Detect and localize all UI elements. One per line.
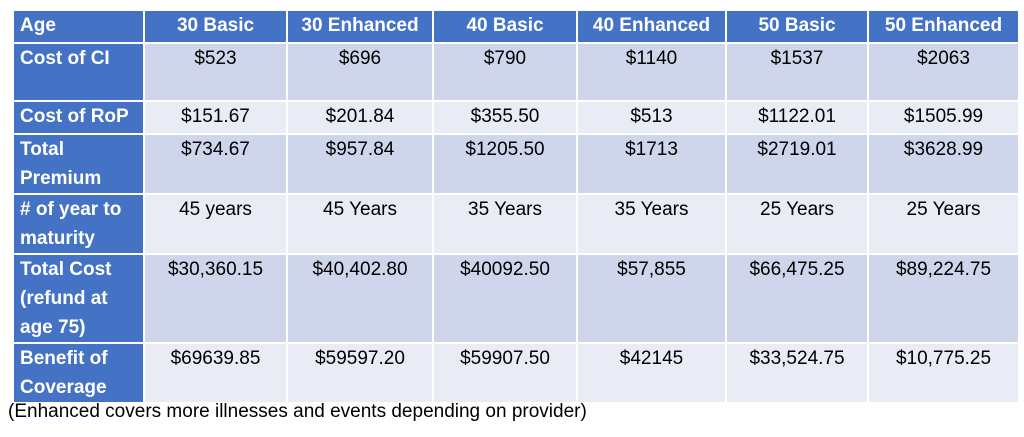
table-cell: $42145 [577,343,727,404]
table-cell: $59597.20 [287,343,434,404]
row-label-cost-of-ci: Cost of CI [14,43,145,102]
table-cell: $3628.99 [868,134,1018,195]
table-row: # of year to maturity 45 years 45 Years … [14,194,1018,255]
table-row: Benefit of Coverage $69639.85 $59597.20 … [14,343,1018,404]
row-label-total-premium: Total Premium [14,134,145,195]
header-30-enhanced: 30 Enhanced [287,11,434,44]
table-cell: 35 Years [433,194,578,255]
table-cell: $1713 [577,134,727,195]
header-40-basic: 40 Basic [433,11,578,44]
table-cell: $30,360.15 [144,254,288,344]
table-cell: $59907.50 [433,343,578,404]
table-cell: $696 [287,43,434,102]
row-label-cost-of-rop: Cost of RoP [14,101,145,135]
table-cell: 45 Years [287,194,434,255]
table-row: Cost of RoP $151.67 $201.84 $355.50 $513… [14,101,1018,135]
header-50-enhanced: 50 Enhanced [868,11,1018,44]
table-cell: $33,524.75 [726,343,869,404]
comparison-table-container: Age 30 Basic 30 Enhanced 40 Basic 40 Enh… [14,11,1018,404]
table-cell: $2719.01 [726,134,869,195]
table-cell: $40,402.80 [287,254,434,344]
table-row: Total Premium $734.67 $957.84 $1205.50 $… [14,134,1018,195]
header-50-basic: 50 Basic [726,11,869,44]
table-cell: $513 [577,101,727,135]
table-cell: $523 [144,43,288,102]
table-cell: 25 Years [868,194,1018,255]
table-cell: $1505.99 [868,101,1018,135]
table-row: Cost of CI $523 $696 $790 $1140 $1537 $2… [14,43,1018,102]
table-cell: $355.50 [433,101,578,135]
table-cell: $201.84 [287,101,434,135]
table-cell: 25 Years [726,194,869,255]
table-cell: $1205.50 [433,134,578,195]
table-cell: $57,855 [577,254,727,344]
table-cell: $66,475.25 [726,254,869,344]
table-cell: $2063 [868,43,1018,102]
table-cell: $40092.50 [433,254,578,344]
table-cell: 35 Years [577,194,727,255]
header-30-basic: 30 Basic [144,11,288,44]
table-cell: $790 [433,43,578,102]
header-age: Age [14,11,145,44]
insurance-comparison-table: Age 30 Basic 30 Enhanced 40 Basic 40 Enh… [14,11,1018,404]
header-row: Age 30 Basic 30 Enhanced 40 Basic 40 Enh… [14,11,1018,44]
table-cell: $1537 [726,43,869,102]
table-cell: $957.84 [287,134,434,195]
row-label-total-cost: Total Cost (refund at age 75) [14,254,145,344]
table-cell: $734.67 [144,134,288,195]
table-cell: $10,775.25 [868,343,1018,404]
table-cell: $69639.85 [144,343,288,404]
footnote: (Enhanced covers more illnesses and even… [8,401,587,422]
row-label-years-to-maturity: # of year to maturity [14,194,145,255]
table-cell: $1122.01 [726,101,869,135]
table-cell: $89,224.75 [868,254,1018,344]
table-cell: $1140 [577,43,727,102]
table-cell: $151.67 [144,101,288,135]
header-40-enhanced: 40 Enhanced [577,11,727,44]
row-label-benefit-of-coverage: Benefit of Coverage [14,343,145,404]
table-row: Total Cost (refund at age 75) $30,360.15… [14,254,1018,344]
table-cell: 45 years [144,194,288,255]
